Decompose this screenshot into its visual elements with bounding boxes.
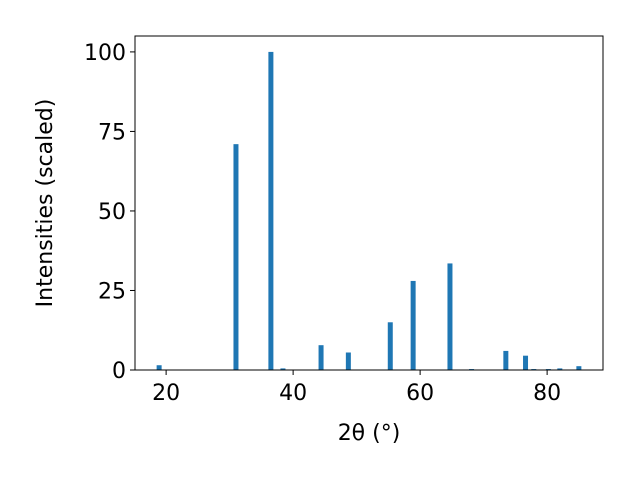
plot-frame bbox=[134, 35, 604, 371]
bar bbox=[503, 350, 509, 370]
y-tick-label: 50 bbox=[98, 200, 126, 225]
bar bbox=[280, 368, 286, 370]
bar bbox=[576, 366, 582, 370]
bar bbox=[387, 322, 393, 370]
bar bbox=[233, 144, 239, 370]
x-tick-label: 20 bbox=[152, 381, 180, 406]
x-tick-label: 40 bbox=[279, 381, 307, 406]
bar bbox=[318, 345, 324, 370]
x-tick-label: 80 bbox=[533, 381, 561, 406]
y-tick-label: 25 bbox=[98, 279, 126, 304]
y-tick-label: 0 bbox=[112, 359, 126, 384]
bar bbox=[268, 51, 274, 371]
bar bbox=[447, 263, 453, 370]
x-axis-label: 2θ (°) bbox=[338, 421, 401, 446]
bar bbox=[410, 280, 416, 370]
bar bbox=[523, 355, 529, 370]
bar bbox=[557, 368, 563, 370]
bar bbox=[156, 365, 162, 370]
y-tick-label: 100 bbox=[84, 41, 126, 66]
y-tick-label: 75 bbox=[98, 120, 126, 145]
x-tick-label: 60 bbox=[406, 381, 434, 406]
y-axis-label: Intensities (scaled) bbox=[33, 99, 58, 308]
bar bbox=[345, 352, 351, 370]
